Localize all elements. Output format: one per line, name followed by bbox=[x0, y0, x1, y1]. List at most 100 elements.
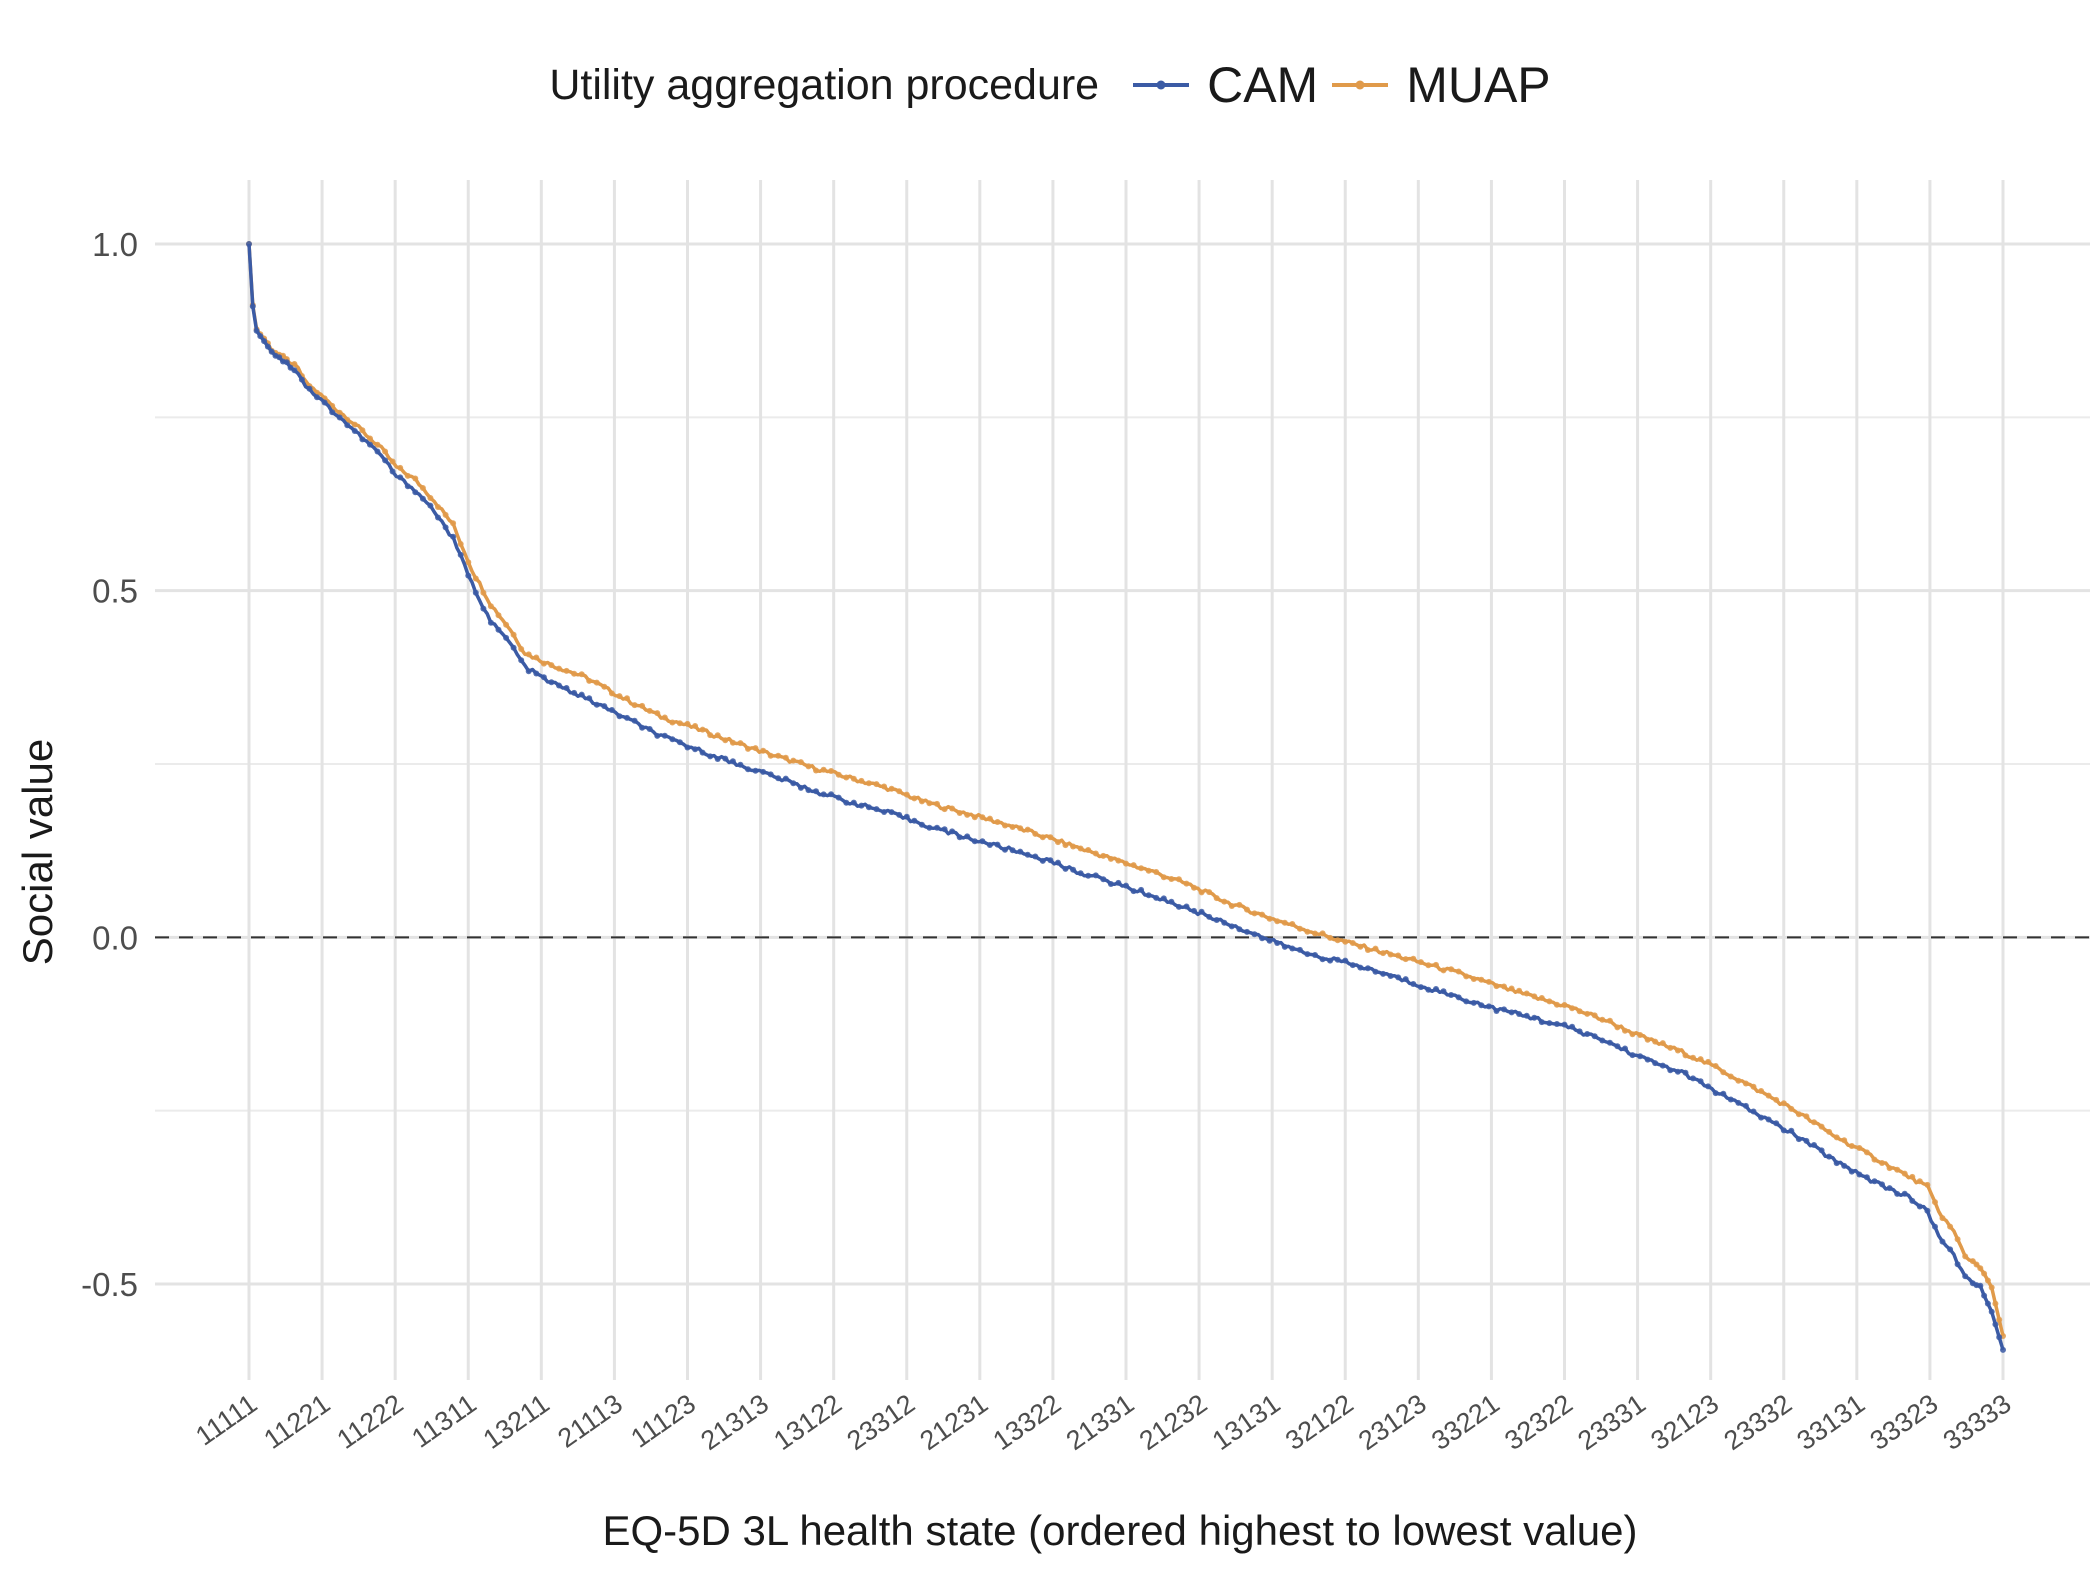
point-muap-67 bbox=[495, 612, 502, 619]
point-cam-295 bbox=[1357, 964, 1364, 971]
point-muap-39 bbox=[389, 458, 396, 465]
point-cam-305 bbox=[1395, 974, 1402, 981]
point-cam-189 bbox=[956, 834, 963, 841]
y-tick-label: -0.5 bbox=[81, 1266, 138, 1303]
point-muap-287 bbox=[1327, 934, 1334, 941]
point-cam-275 bbox=[1281, 943, 1288, 950]
point-muap-181 bbox=[926, 800, 933, 807]
point-muap-117 bbox=[684, 720, 691, 727]
y-tick-labels: -0.5 0.0 0.5 1.0 bbox=[81, 226, 138, 1303]
point-cam-413 bbox=[1803, 1137, 1810, 1144]
legend-label-muap: MUAP bbox=[1406, 57, 1551, 113]
point-muap-353 bbox=[1576, 1008, 1583, 1015]
point-muap-161 bbox=[850, 775, 857, 782]
point-cam-429 bbox=[1863, 1174, 1870, 1181]
y-axis-title: Social value bbox=[14, 739, 61, 965]
point-cam-203 bbox=[1009, 847, 1016, 854]
x-tick-label: 32322 bbox=[1499, 1388, 1578, 1456]
point-muap-41 bbox=[397, 464, 404, 471]
point-cam-55 bbox=[450, 533, 457, 540]
point-muap-247 bbox=[1175, 876, 1182, 883]
point-cam-259 bbox=[1221, 919, 1228, 926]
point-cam-355 bbox=[1584, 1031, 1591, 1037]
point-cam-173 bbox=[896, 811, 903, 818]
point-cam-462 bbox=[1988, 1308, 1995, 1315]
point-muap-417 bbox=[1818, 1123, 1825, 1130]
point-muap-209 bbox=[1032, 830, 1039, 837]
point-cam-201 bbox=[1002, 846, 1008, 853]
point-cam-433 bbox=[1879, 1181, 1885, 1188]
point-muap-81 bbox=[548, 662, 555, 669]
point-muap-155 bbox=[828, 768, 835, 774]
point-cam-27 bbox=[344, 422, 351, 429]
point-muap-71 bbox=[510, 631, 517, 638]
point-cam-185 bbox=[941, 826, 948, 833]
point-muap-405 bbox=[1773, 1096, 1780, 1103]
point-cam-81 bbox=[548, 679, 555, 686]
point-cam-227 bbox=[1100, 876, 1107, 883]
point-muap-229 bbox=[1107, 855, 1114, 862]
point-muap-245 bbox=[1168, 876, 1175, 882]
point-muap-331 bbox=[1493, 983, 1500, 990]
point-cam-65 bbox=[487, 619, 494, 626]
point-cam-445 bbox=[1924, 1207, 1931, 1214]
point-cam-105 bbox=[639, 724, 646, 731]
x-tick-label: 21232 bbox=[1134, 1388, 1213, 1456]
point-muap-339 bbox=[1523, 990, 1530, 997]
point-cam-205 bbox=[1017, 848, 1024, 855]
point-cam-431 bbox=[1871, 1178, 1878, 1185]
x-tick-label: 33323 bbox=[1865, 1388, 1944, 1456]
point-muap-153 bbox=[820, 766, 827, 773]
point-cam-127 bbox=[722, 755, 729, 762]
point-cam-53 bbox=[442, 524, 449, 531]
point-cam-29 bbox=[351, 428, 358, 434]
point-cam-91 bbox=[586, 695, 593, 702]
point-muap-35 bbox=[374, 441, 381, 448]
point-cam-85 bbox=[563, 685, 570, 691]
point-cam-191 bbox=[964, 833, 971, 840]
point-muap-385 bbox=[1697, 1056, 1704, 1063]
point-muap-461 bbox=[1984, 1277, 1991, 1284]
point-muap-464 bbox=[1996, 1316, 2003, 1323]
point-cam-129 bbox=[729, 758, 736, 765]
point-muap-357 bbox=[1591, 1012, 1598, 1019]
point-cam-321 bbox=[1455, 994, 1462, 1001]
point-muap-391 bbox=[1720, 1069, 1727, 1076]
point-muap-205 bbox=[1017, 825, 1024, 832]
point-muap-179 bbox=[918, 798, 925, 805]
point-cam-283 bbox=[1312, 952, 1318, 958]
point-muap-271 bbox=[1266, 915, 1273, 922]
point-muap-365 bbox=[1622, 1027, 1628, 1034]
point-muap-31 bbox=[359, 427, 366, 434]
point-muap-281 bbox=[1304, 928, 1311, 935]
point-muap-241 bbox=[1153, 869, 1160, 875]
point-cam-325 bbox=[1470, 999, 1477, 1006]
point-muap-121 bbox=[699, 726, 706, 733]
point-cam-293 bbox=[1349, 962, 1356, 969]
point-muap-221 bbox=[1077, 845, 1084, 852]
point-muap-223 bbox=[1085, 847, 1092, 853]
point-cam-183 bbox=[934, 824, 940, 831]
point-muap-275 bbox=[1281, 919, 1288, 926]
point-muap-73 bbox=[518, 646, 525, 652]
point-muap-455 bbox=[1962, 1253, 1969, 1260]
point-muap-321 bbox=[1455, 968, 1462, 975]
point-muap-437 bbox=[1894, 1166, 1901, 1173]
point-muap-29 bbox=[351, 421, 358, 428]
x-tick-label: 21231 bbox=[915, 1388, 994, 1456]
point-muap-59 bbox=[465, 559, 472, 566]
point-cam-335 bbox=[1508, 1009, 1515, 1016]
point-muap-55 bbox=[450, 520, 457, 527]
point-cam-223 bbox=[1085, 872, 1092, 879]
point-muap-49 bbox=[427, 495, 434, 501]
point-cam-301 bbox=[1380, 970, 1387, 977]
point-muap-423 bbox=[1841, 1137, 1848, 1144]
point-muap-399 bbox=[1750, 1083, 1757, 1090]
point-cam-121 bbox=[699, 749, 706, 756]
point-muap-319 bbox=[1448, 966, 1455, 973]
point-muap-263 bbox=[1236, 901, 1243, 908]
point-cam-157 bbox=[835, 794, 842, 801]
point-muap-373 bbox=[1652, 1038, 1659, 1045]
point-muap-315 bbox=[1433, 961, 1439, 968]
point-muap-233 bbox=[1123, 860, 1129, 867]
